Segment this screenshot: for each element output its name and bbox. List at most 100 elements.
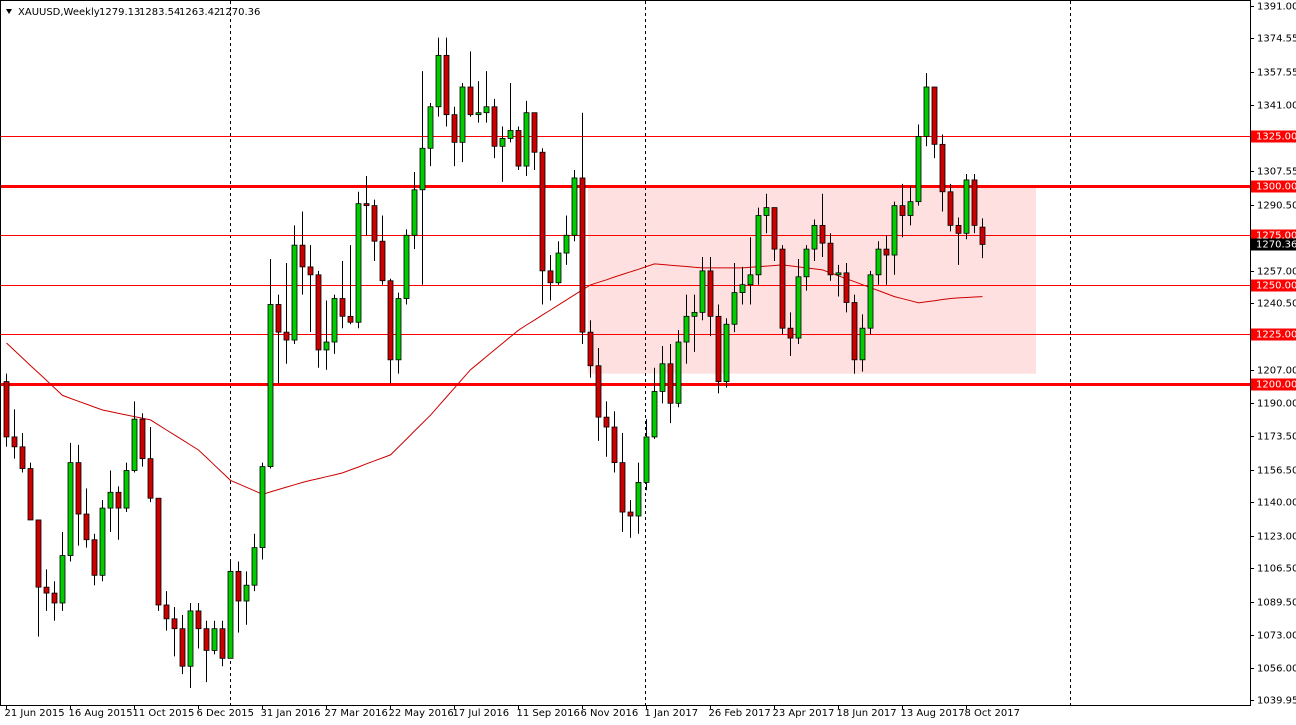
y-tick-label: 1123.00 (1257, 532, 1296, 543)
candle-body (475, 112, 482, 116)
candle-body (227, 570, 234, 659)
x-tick-label: 11 Sep 2016 (517, 708, 580, 719)
candle-body (875, 248, 882, 276)
candle-body (131, 418, 138, 471)
candle-body (395, 298, 402, 361)
y-tick-label: 1140.00 (1257, 498, 1296, 509)
candle-body (859, 327, 866, 361)
price-label: 1270.36 (1256, 240, 1296, 251)
candle-body (931, 86, 938, 145)
x-tick-label: 27 Mar 2016 (325, 708, 388, 719)
candle-body (715, 315, 722, 382)
y-tick-label: 1106.50 (1257, 564, 1296, 575)
candle-body (267, 304, 274, 467)
x-tick-label: 21 Jun 2015 (5, 708, 65, 719)
candle-body (587, 331, 594, 367)
candle-body (331, 298, 338, 343)
y-tick-label: 1039.95 (1257, 696, 1296, 707)
level-label-bg (1251, 180, 1296, 193)
candle-body (147, 458, 154, 499)
menu-arrow[interactable] (6, 9, 12, 14)
candle-body (731, 292, 738, 325)
level-label: 1325.00 (1256, 132, 1296, 143)
price-zone (588, 185, 1036, 374)
level-label: 1200.00 (1256, 380, 1296, 391)
y-tick-label: 1056.00 (1257, 664, 1296, 675)
x-tick-label: 26 Feb 2017 (709, 708, 771, 719)
candle-body (403, 234, 410, 299)
y-tick-label: 1357.55 (1257, 68, 1296, 79)
candle-body (939, 143, 946, 193)
candle-body (971, 179, 978, 226)
y-tick-label: 1307.55 (1257, 167, 1296, 178)
candle-body (787, 327, 794, 339)
chart-title: XAUUSD,Weekly (18, 7, 100, 18)
candle-body (803, 248, 810, 278)
candle-body (651, 391, 658, 438)
candle-body (67, 462, 74, 556)
candle-body (411, 189, 418, 236)
x-tick-label: 31 Jan 2016 (261, 708, 321, 719)
candle-body (419, 147, 426, 191)
candle-body (523, 112, 530, 167)
candle-body (291, 244, 298, 341)
y-tick-label: 1257.00 (1257, 267, 1296, 278)
candle-body (795, 276, 802, 339)
candle-body (827, 242, 834, 276)
y-tick-label: 1374.55 (1257, 34, 1296, 45)
header-close: 1270.36 (219, 7, 260, 18)
candle-body (187, 610, 194, 667)
candle-body (43, 586, 50, 594)
candle-body (259, 466, 266, 549)
candle-body (467, 86, 474, 116)
y-tick-label: 1240.50 (1257, 299, 1296, 310)
candle-body (899, 205, 906, 216)
candle-body (683, 315, 690, 343)
y-tick-label: 1190.00 (1257, 399, 1296, 410)
candle-body (83, 513, 90, 541)
candle-body (347, 315, 354, 323)
candle-body (923, 86, 930, 137)
candle-body (819, 224, 826, 244)
candle-body (387, 280, 394, 361)
candle-body (595, 365, 602, 418)
candle-body (699, 270, 706, 313)
candle-body (619, 462, 626, 513)
level-label-bg (1251, 279, 1296, 292)
y-tick-label: 1207.00 (1257, 366, 1296, 377)
header-open: 1279.13 (99, 7, 140, 18)
level-label-bg (1251, 328, 1296, 341)
candle-body (315, 274, 322, 351)
candle-body (515, 130, 522, 167)
candle-body (179, 628, 186, 667)
candle-body (947, 191, 954, 226)
candle-body (203, 628, 210, 651)
x-tick-label: 18 Jun 2017 (837, 708, 897, 719)
candle-body (635, 481, 642, 517)
candle-body (107, 491, 114, 509)
candle-body (299, 244, 306, 268)
candle-body (667, 363, 674, 404)
level-label: 1300.00 (1256, 182, 1296, 193)
level-label: 1250.00 (1256, 281, 1296, 292)
candle-body (427, 106, 434, 149)
candle-body (19, 446, 26, 469)
candle-body (115, 491, 122, 509)
candle-body (907, 201, 914, 216)
candle-body (371, 205, 378, 242)
candle-body (539, 151, 546, 272)
candle-body (451, 114, 458, 143)
candle-body (243, 584, 250, 602)
candle-body (379, 240, 386, 282)
y-tick-label: 1341.00 (1257, 101, 1296, 112)
candle-body (691, 311, 698, 317)
candle-body (363, 203, 370, 207)
candle-body (507, 130, 514, 139)
x-tick-label: 1 Jan 2017 (645, 708, 699, 719)
level-label: 1225.00 (1256, 330, 1296, 341)
candle-body (755, 215, 762, 276)
candle-body (443, 54, 450, 116)
candle-body (643, 436, 650, 483)
candle-body (851, 302, 858, 361)
x-tick-label: 13 Aug 2017 (901, 708, 965, 719)
